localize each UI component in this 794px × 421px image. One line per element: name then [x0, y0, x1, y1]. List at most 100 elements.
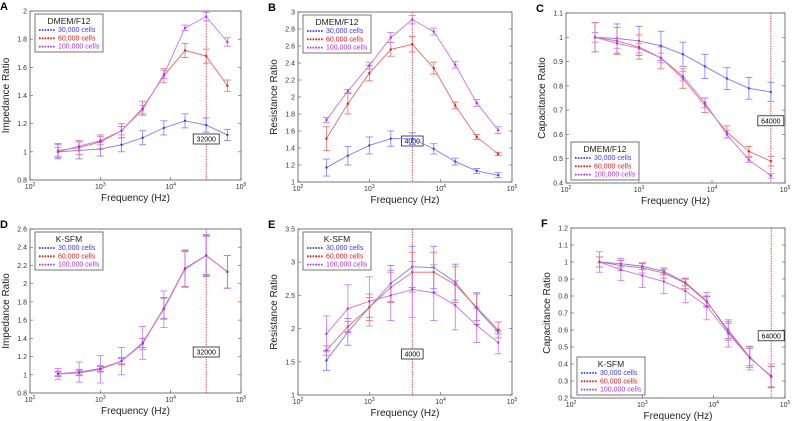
x-tick-label: 105	[507, 184, 518, 193]
x-tick-label: 102	[293, 397, 304, 406]
marker-label: 32000	[196, 350, 216, 357]
data-point	[432, 66, 435, 70]
legend-label: 60,000 cells	[58, 35, 96, 42]
y-tick-label: 1.6	[17, 65, 27, 72]
legend-label: 30,000 cells	[326, 245, 364, 252]
legend-label: 100,000 cells	[326, 45, 368, 52]
y-tick-label: 0.7	[558, 311, 568, 318]
data-point	[368, 72, 371, 75]
legend-title: DMEM/F12	[584, 144, 627, 154]
data-point	[204, 54, 208, 58]
data-point	[325, 166, 328, 169]
y-tick-label: 1.8	[17, 299, 27, 306]
data-point	[769, 159, 773, 163]
data-point	[204, 15, 208, 18]
y-tick-label: 0.5	[558, 345, 568, 352]
y-tick-label: 0.4	[553, 181, 563, 188]
x-tick-label: 104	[435, 184, 446, 193]
y-tick-label: 2	[291, 95, 295, 102]
y-axis-label: Capacitance Ratio	[542, 272, 553, 354]
y-tick-label: 3	[291, 10, 295, 17]
data-point	[454, 63, 457, 66]
x-tick-label: 103	[364, 184, 375, 193]
y-tick-label: 1.1	[558, 243, 568, 250]
x-tick-label: 102	[25, 395, 36, 404]
data-point	[769, 374, 773, 378]
y-tick-label: 3.5	[285, 227, 295, 234]
legend-title: DMEM/F12	[316, 17, 359, 27]
data-point	[432, 147, 435, 151]
series-100-000-cells	[591, 32, 775, 179]
y-tick-label: 1.4	[17, 93, 27, 100]
data-point	[56, 372, 60, 376]
data-point	[389, 48, 393, 51]
y-tick-label: 1	[291, 393, 295, 400]
y-tick-label: 0.5	[553, 156, 563, 163]
data-point	[454, 160, 457, 163]
y-tick-label: 1.2	[558, 226, 568, 233]
x-tick-label: 104	[165, 182, 176, 191]
data-point	[615, 42, 619, 45]
x-tick-label: 105	[507, 397, 518, 406]
data-point	[496, 152, 500, 156]
data-point	[411, 137, 414, 140]
x-tick-label: 103	[95, 182, 106, 191]
data-point	[496, 128, 500, 132]
legend-box	[34, 231, 104, 271]
marker-label: 64000	[761, 333, 781, 340]
data-point	[593, 36, 597, 39]
marker-label-box	[192, 346, 220, 358]
x-tick-label: 105	[236, 182, 247, 191]
data-point	[681, 74, 685, 78]
y-tick-label: 2.4	[17, 245, 27, 252]
legend-label: 60,000 cells	[594, 163, 632, 170]
x-axis-label: Frequency (Hz)	[371, 408, 440, 419]
legend-label: 60,000 cells	[326, 36, 364, 43]
data-point	[325, 359, 328, 362]
legend-label: 100,000 cells	[600, 387, 642, 394]
data-point	[141, 136, 144, 139]
data-point	[141, 341, 144, 345]
series-100-000-cells	[322, 261, 502, 355]
y-tick-label: 1.5	[285, 359, 295, 366]
y-tick-label: 0.2	[558, 396, 568, 403]
data-point	[325, 137, 328, 140]
y-tick-label: 2.2	[17, 263, 27, 270]
data-point	[475, 169, 478, 173]
data-point	[204, 123, 208, 127]
y-tick-label: 1	[23, 372, 27, 379]
y-tick-label: 1.2	[17, 121, 27, 128]
legend-label: 60,000 cells	[58, 253, 96, 260]
data-point	[183, 119, 187, 123]
data-point	[432, 291, 435, 294]
y-tick-label: 0.8	[558, 294, 568, 301]
y-tick-label: 1.6	[285, 129, 295, 136]
data-point	[748, 356, 751, 360]
data-point	[204, 254, 208, 257]
y-axis-label: Capacitance Ratio	[537, 57, 548, 139]
legend-box	[302, 14, 372, 54]
panel-b: B 1 1.2 1.4 1.6 1.8 2 2.2 2.4 2.6 2.8 3 102 103 104 105…	[268, 2, 518, 206]
legend-label: 100,000 cells	[58, 44, 100, 51]
y-tick-label: 1	[564, 260, 568, 267]
panel-letter: C	[536, 3, 544, 15]
y-tick-label: 0.6	[558, 328, 568, 335]
x-tick-label: 105	[236, 395, 247, 404]
panel-letter: E	[268, 219, 275, 231]
x-axis-label: Frequency (Hz)	[644, 411, 713, 421]
x-tick-label: 103	[95, 395, 106, 404]
y-tick-label: 0.3	[558, 379, 568, 386]
legend-label: 100,000 cells	[58, 262, 100, 269]
data-point	[389, 36, 393, 39]
legend-label: 30,000 cells	[600, 370, 638, 377]
y-tick-label: 2.8	[285, 27, 295, 34]
data-point	[747, 150, 751, 153]
marker-label-box	[757, 115, 785, 127]
y-tick-label: 1	[559, 35, 563, 42]
legend-title: K-SFM	[56, 234, 82, 244]
x-axis-label: Frequency (Hz)	[101, 193, 170, 204]
data-point	[769, 90, 773, 94]
